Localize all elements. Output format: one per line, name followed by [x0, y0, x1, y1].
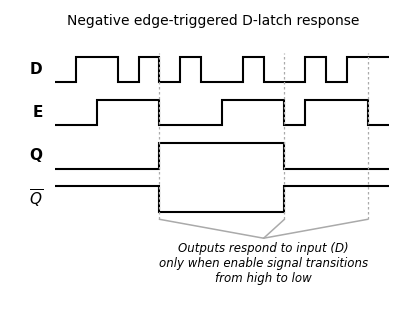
Text: $\overline{Q}$: $\overline{Q}$ — [29, 187, 43, 210]
Text: D: D — [30, 62, 43, 77]
Text: Q: Q — [30, 148, 43, 163]
Title: Negative edge-triggered D-latch response: Negative edge-triggered D-latch response — [67, 14, 360, 28]
Text: Outputs respond to input (D)
only when enable signal transitions
from high to lo: Outputs respond to input (D) only when e… — [159, 242, 368, 285]
Text: E: E — [32, 105, 43, 120]
